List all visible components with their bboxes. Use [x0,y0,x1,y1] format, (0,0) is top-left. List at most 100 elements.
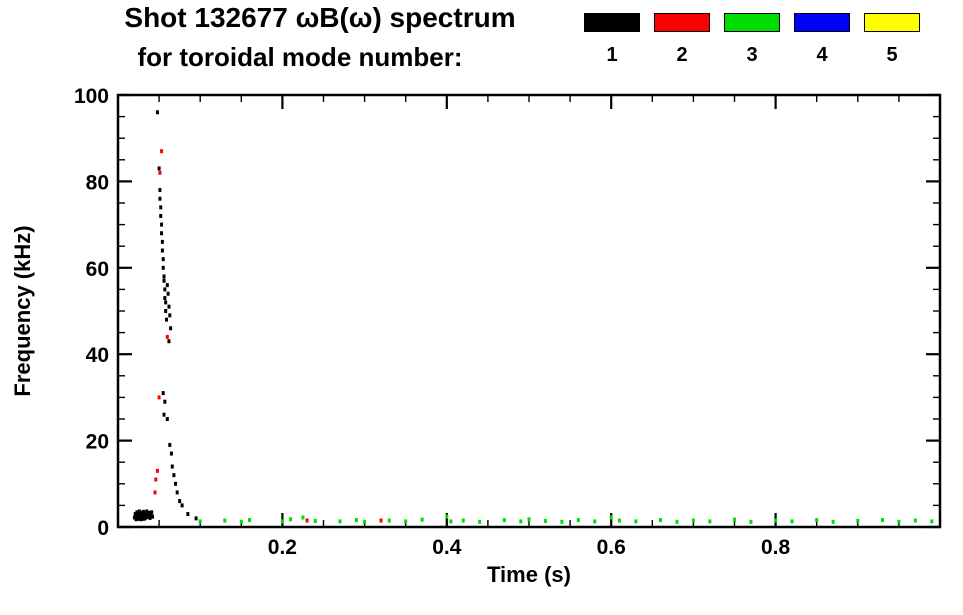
legend-label-n4: 4 [816,44,828,66]
legend-swatch-n4 [794,13,850,32]
data-point-n=1 [169,326,173,331]
data-point-n=3 [543,518,547,523]
data-point-n=1 [168,442,172,447]
data-point-n=1 [165,283,169,288]
data-point-n=3 [280,519,284,524]
data-point-n=1 [174,481,178,486]
legend-label-n5: 5 [886,44,898,66]
legend-swatch-n1 [584,13,640,32]
data-point-n=1 [165,417,169,421]
data-point-n=3 [880,518,884,523]
data-point-n=3 [856,518,860,523]
data-point-n=1 [143,516,147,521]
y-tick-label: 100 [74,85,109,108]
x-tick-label: 0.2 [268,536,297,559]
data-point-n=3 [461,518,465,523]
data-point-n=1 [150,510,154,515]
data-point-n=1 [161,257,165,262]
data-point-n=1 [149,512,153,517]
data-point-n=2 [165,334,169,339]
data-point-n=1 [172,473,176,478]
x-axis-title: Time (s) [487,562,571,587]
data-point-n=1 [137,509,141,514]
legend-swatch-n5 [864,13,920,32]
data-point-n=1 [141,512,145,517]
data-point-n=1 [194,516,198,521]
x-tick-label: 0.4 [432,536,462,559]
data-point-n=1 [141,516,145,521]
data-point-n=1 [169,451,173,456]
data-point-n=3 [445,514,449,519]
data-point-n=3 [404,519,408,524]
data-point-n=3 [691,518,695,523]
data-point-n=3 [913,518,917,523]
data-point-n=1 [148,515,152,520]
data-point-n=2 [379,518,383,523]
data-point-n=3 [790,519,794,524]
data-point-n=1 [164,309,168,313]
data-point-n=1 [163,296,167,301]
data-point-n=1 [161,265,165,270]
data-point-n=3 [831,519,835,524]
data-point-n=1 [144,512,148,517]
data-point-n=1 [175,490,179,495]
legend-label-n2: 2 [676,44,688,66]
data-point-n=3 [449,519,453,524]
data-point-n=3 [301,515,305,520]
data-point-n=3 [659,518,663,523]
data-point-n=1 [145,515,149,520]
data-point-n=1 [158,188,162,193]
data-point-n=3 [527,517,531,522]
data-point-n=1 [155,110,159,115]
data-point-n=1 [141,509,145,514]
y-tick-label: 40 [86,344,109,367]
data-point-n=3 [560,519,564,524]
data-point-n=3 [248,518,252,523]
data-point-n=1 [145,509,149,514]
data-point-n=2 [160,149,164,154]
data-point-n=3 [617,518,621,523]
data-point-n=3 [897,519,901,524]
data-point-n=1 [162,412,166,417]
data-point-n=3 [733,517,736,522]
chart-title: Shot 132677 ωB(ω) spectrum [124,2,516,33]
y-tick-label: 80 [86,171,109,194]
data-point-n=1 [163,287,167,292]
data-point-n=3 [289,517,293,522]
data-point-n=2 [305,518,309,523]
data-point-n=2 [155,468,159,473]
data-point-n=1 [134,513,138,518]
data-point-n=3 [815,518,819,523]
data-point-n=1 [160,231,164,236]
data-point-n=1 [146,512,150,517]
data-point-n=1 [151,514,155,519]
data-point-n=1 [146,514,150,519]
legend: 1 2 3 4 5 [0,0,963,80]
data-point-n=1 [147,510,151,515]
data-point-n=1 [186,512,190,517]
data-point-n=2 [154,477,158,482]
data-point-n=1 [137,516,141,521]
data-point-n=1 [160,239,164,244]
data-point-n=1 [160,248,164,253]
data-point-n=3 [420,517,424,522]
data-point-n=1 [137,511,141,516]
legend-swatch-n2 [654,13,710,32]
data-point-n=3 [774,518,778,523]
data-point-n=1 [162,278,166,283]
data-point-n=1 [142,513,146,518]
spectrum-plot: 0.2 0.4 0.6 0.8 0 20 40 60 80 100 Time (s) Frequenc… [10,85,942,587]
data-point-n=3 [478,519,482,524]
data-point-n=2 [153,490,157,495]
data-point-n=3 [387,518,391,523]
data-point-n=1 [132,515,136,520]
data-point-n=3 [198,519,202,524]
data-point-n=3 [708,519,712,524]
data-point-n=3 [749,519,753,524]
data-point-n=1 [160,222,164,227]
data-point-n=1 [135,510,139,515]
data-point-n=1 [135,515,139,520]
data-point-n=1 [164,300,168,305]
data-point-n=1 [168,313,172,318]
data-point-n=3 [354,518,358,523]
